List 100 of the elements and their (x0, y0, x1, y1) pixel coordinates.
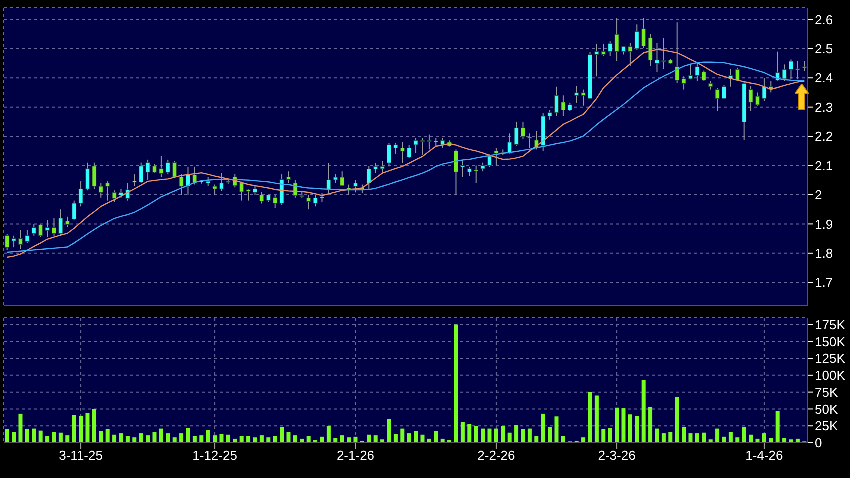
candlestick (594, 43, 600, 78)
candlestick (32, 224, 36, 236)
bar (166, 434, 170, 443)
bar (172, 438, 177, 443)
x-tick-label: 1-12-25 (192, 448, 238, 464)
candlestick (374, 162, 378, 174)
bar (588, 392, 592, 443)
y-tick-label: 175K (815, 317, 846, 332)
bar (72, 415, 76, 443)
bar (326, 426, 331, 443)
candlestick (514, 121, 519, 146)
candlestick (782, 64, 787, 82)
y-tick-label: 2.3 (815, 100, 834, 115)
candlestick (454, 149, 458, 196)
candlestick (675, 22, 680, 84)
bar (668, 432, 673, 443)
bar (25, 429, 30, 443)
bar (213, 436, 218, 443)
candlestick (528, 133, 532, 149)
bar (347, 438, 352, 443)
candlestick (796, 60, 800, 80)
candlestick (755, 92, 760, 106)
candlestick (92, 162, 97, 190)
bar (582, 438, 586, 443)
bar (206, 430, 210, 443)
bar (628, 414, 632, 443)
candlestick (286, 171, 291, 184)
candlestick (166, 159, 170, 176)
bar (776, 411, 780, 443)
candlestick (58, 209, 64, 236)
bar (58, 432, 63, 443)
candlestick (52, 218, 56, 236)
candlestick (386, 142, 392, 168)
y-tick-label: 2.5 (815, 42, 834, 57)
candlestick (634, 24, 640, 51)
bar (655, 428, 660, 443)
candlestick (427, 134, 432, 150)
candlestick (5, 234, 10, 251)
bar (52, 432, 56, 443)
candlestick (520, 121, 526, 140)
x-tick-label: 2-1-26 (336, 448, 375, 464)
bar (615, 408, 620, 443)
candlestick (460, 159, 466, 178)
candlestick (340, 171, 345, 187)
candlestick (260, 192, 264, 204)
bar (454, 324, 458, 443)
bar (112, 434, 117, 443)
candlestick (614, 18, 620, 62)
candlestick (407, 144, 412, 159)
candlestick (112, 190, 117, 202)
bar (260, 436, 264, 443)
candlestick (394, 142, 398, 155)
candlestick (695, 62, 700, 82)
candlestick (106, 181, 110, 202)
bar (32, 428, 36, 443)
bar (200, 436, 204, 443)
candlestick (65, 216, 70, 228)
bar (192, 436, 197, 443)
bar (494, 428, 498, 443)
candlestick (748, 86, 754, 112)
y-tick-label: 2.2 (815, 129, 834, 144)
bar (286, 432, 291, 443)
bar (514, 425, 519, 443)
y-tick-label: 150K (815, 334, 846, 350)
candlestick (18, 230, 23, 250)
bar (132, 438, 137, 443)
candlestick (688, 64, 693, 80)
bar (5, 429, 10, 443)
bar (736, 438, 740, 443)
y-tick-label: 25K (815, 418, 838, 434)
bar (293, 436, 298, 443)
y-tick-label: 2.4 (815, 70, 834, 86)
candlestick (762, 78, 767, 102)
candlestick (648, 34, 653, 67)
candlestick (494, 148, 499, 166)
bar (488, 428, 492, 443)
candlestick (628, 42, 633, 67)
candlestick (139, 162, 144, 184)
bar (521, 429, 526, 443)
candlestick (179, 174, 184, 196)
candlestick (608, 41, 613, 57)
bar (320, 436, 324, 443)
bar (682, 427, 686, 443)
bar (92, 409, 96, 443)
bar (119, 434, 124, 443)
bar (152, 432, 157, 443)
bar (608, 428, 612, 443)
candlestick (554, 86, 559, 117)
bar (481, 428, 486, 443)
bar (742, 427, 746, 443)
candlestick (326, 162, 332, 194)
y-tick-label: 1.8 (815, 246, 834, 262)
bar (126, 436, 130, 443)
candlestick (642, 18, 646, 49)
bar (86, 413, 90, 443)
candlestick (246, 188, 251, 202)
bar (716, 428, 720, 443)
bar (648, 407, 653, 443)
bar (407, 434, 412, 443)
candlestick (802, 60, 807, 72)
